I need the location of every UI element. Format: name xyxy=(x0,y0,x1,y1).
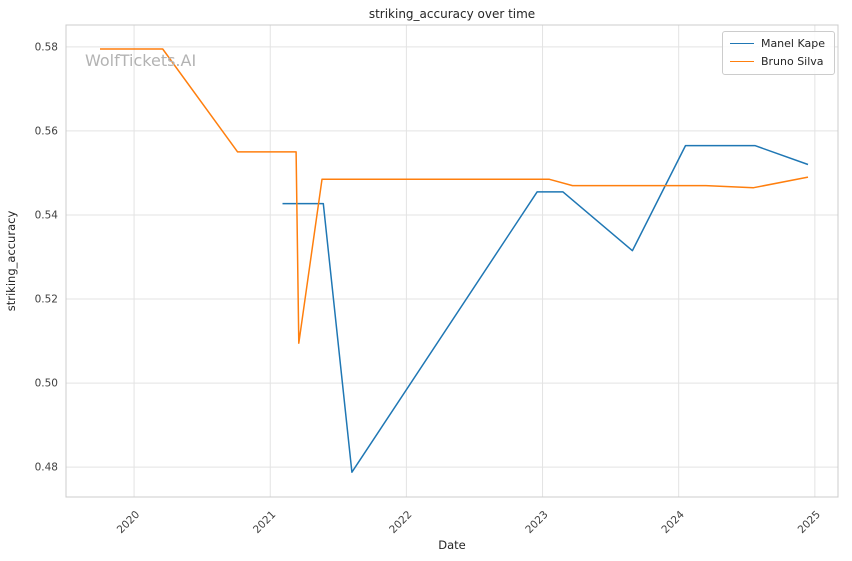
watermark: WolfTickets.AI xyxy=(85,51,196,70)
legend-label: Bruno Silva xyxy=(760,55,824,69)
x-tick-label: 2021 xyxy=(251,509,278,536)
plot-border xyxy=(65,24,839,498)
series-line-bruno-silva xyxy=(100,48,809,344)
y-tick-label: 0.58 xyxy=(35,41,58,53)
y-tick-label: 0.54 xyxy=(35,209,59,221)
legend-item: Manel Kape xyxy=(729,37,825,50)
legend-line-sample xyxy=(729,61,754,63)
x-axis-label: Date xyxy=(438,538,466,552)
y-tick-label: 0.48 xyxy=(35,462,58,474)
legend-label: Manel Kape xyxy=(760,37,825,50)
legend-item: Bruno Silva xyxy=(729,55,825,69)
y-tick-label: 0.52 xyxy=(35,294,58,306)
x-tick-label: 2025 xyxy=(796,509,823,536)
legend: Manel Kape Bruno Silva xyxy=(721,31,835,76)
series-line-manel-kape xyxy=(282,144,809,473)
x-tick-label: 2022 xyxy=(387,509,414,536)
y-tick-label: 0.50 xyxy=(35,378,58,390)
chart-title: striking_accuracy over time xyxy=(369,7,535,21)
y-tick-label: 0.56 xyxy=(35,125,59,137)
x-tick-label: 2023 xyxy=(523,509,550,536)
x-tick-label: 2024 xyxy=(659,508,687,536)
x-tick-label: 2020 xyxy=(115,509,142,536)
y-axis-label: striking_accuracy xyxy=(4,211,18,312)
legend-line-sample xyxy=(729,43,754,45)
